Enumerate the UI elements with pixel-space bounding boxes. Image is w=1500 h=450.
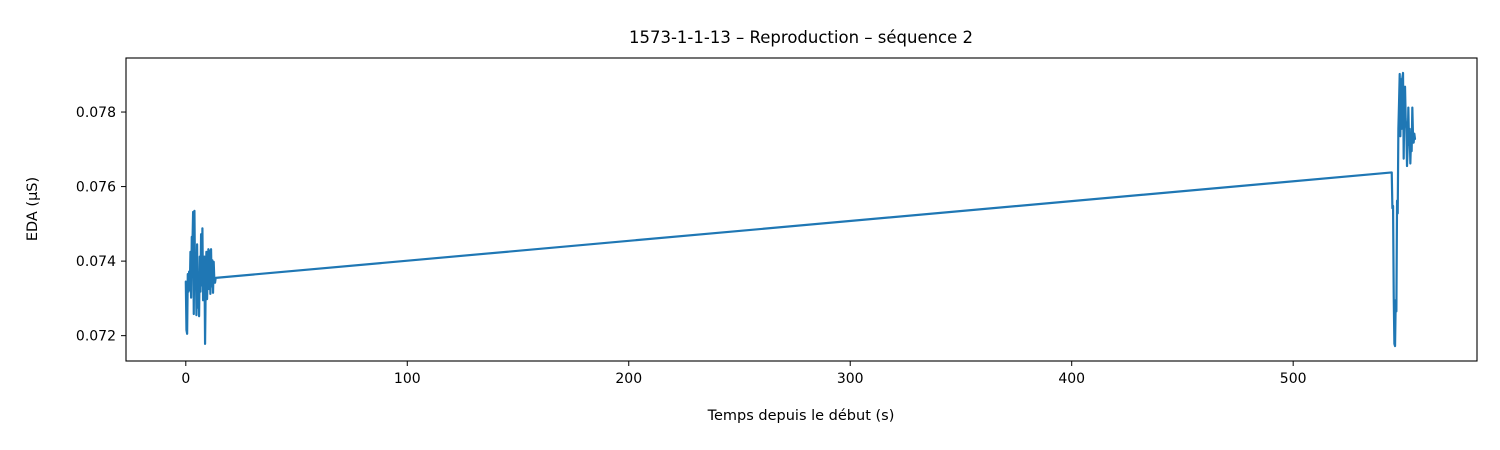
x-tick-label: 0 bbox=[181, 371, 190, 387]
plot-frame bbox=[125, 57, 1478, 362]
y-tick-label: 0.076 bbox=[76, 180, 116, 196]
x-tick-label: 200 bbox=[615, 371, 642, 387]
y-tick-label: 0.078 bbox=[76, 105, 116, 121]
x-tick-label: 300 bbox=[837, 371, 864, 387]
y-axis-label: EDA (µS) bbox=[25, 177, 41, 241]
series-layer bbox=[184, 71, 1417, 348]
chart-title: 1573-1-1-13 – Reproduction – séquence 2 bbox=[629, 28, 973, 47]
x-tick-label: 100 bbox=[394, 371, 421, 387]
y-tick-label: 0.072 bbox=[76, 329, 116, 345]
x-axis: 0 100 200 300 400 500 bbox=[181, 361, 1307, 387]
y-axis: 0.072 0.074 0.076 0.078 bbox=[76, 105, 126, 345]
x-axis-label: Temps depuis le début (s) bbox=[707, 408, 895, 424]
y-tick-label: 0.074 bbox=[76, 254, 116, 270]
x-tick-label: 400 bbox=[1058, 371, 1085, 387]
eda-series-line bbox=[184, 71, 1417, 348]
x-tick-label: 500 bbox=[1280, 371, 1307, 387]
plot-area bbox=[125, 57, 1478, 362]
